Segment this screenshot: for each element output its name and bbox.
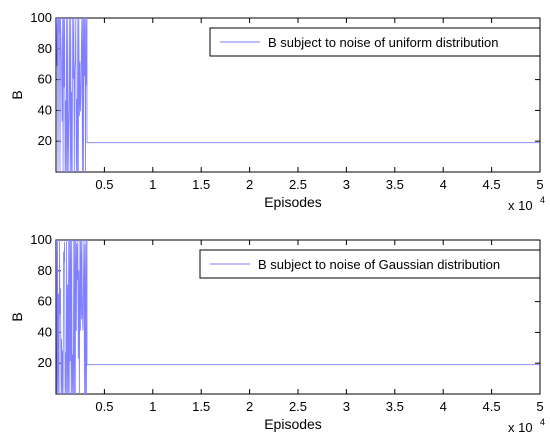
y-tick-label: 20: [38, 133, 52, 148]
x-tick-label: 3: [343, 177, 350, 192]
x-tick-label: 3: [343, 399, 350, 414]
x-tick-label: 1.5: [192, 177, 210, 192]
x-tick-label: 5: [536, 177, 543, 192]
x-tick-label: 3.5: [386, 177, 404, 192]
x-multiplier-exponent: 4: [540, 417, 545, 427]
x-tick-label: 1: [149, 177, 156, 192]
x-tick-label: 3.5: [386, 399, 404, 414]
x-tick-label: 2.5: [289, 177, 307, 192]
legend-box: [199, 249, 541, 279]
x-tick-label: 2: [246, 177, 253, 192]
legend: B subject to noise of uniform distributi…: [209, 27, 541, 57]
x-tick-label: 5: [536, 399, 543, 414]
y-tick-label: 80: [38, 263, 52, 278]
chart-panel-1: 0.5 1 1.5 2 2.5 3 3.5 4 4.5 5 20 40 60 80 100 Episodes B…: [9, 10, 545, 213]
y-tick-label: 40: [38, 324, 52, 339]
x-tick-label: 2.5: [289, 399, 307, 414]
y-tick-label: 100: [30, 232, 52, 247]
y-tick-label: 20: [38, 355, 52, 370]
chart-panel-2: 0.5 1 1.5 2 2.5 3 3.5 4 4.5 5 20 40 60 80 100 Episodes B…: [9, 232, 545, 435]
series-line: [56, 18, 540, 172]
x-tick-label: 4: [440, 177, 447, 192]
x-tick-label: 0.5: [95, 177, 113, 192]
x-tick-label: 2: [246, 399, 253, 414]
x-axis-label: Episodes: [264, 194, 322, 210]
y-tick-label: 60: [38, 72, 52, 87]
y-tick-label: 80: [38, 41, 52, 56]
x-axis-label: Episodes: [264, 416, 322, 432]
y-tick-label: 60: [38, 294, 52, 309]
legend: B subject to noise of Gaussian distribut…: [199, 249, 541, 279]
x-tick-label: 4: [440, 399, 447, 414]
legend-entry: B subject to noise of Gaussian distribut…: [258, 257, 500, 272]
legend-entry: B subject to noise of uniform distributi…: [268, 35, 499, 50]
x-tick-label: 4.5: [483, 399, 501, 414]
y-axis-label: B: [9, 312, 25, 321]
legend-box: [209, 27, 541, 57]
x-multiplier: x 10: [508, 198, 533, 213]
x-multiplier: x 10: [508, 420, 533, 435]
x-tick-label: 1.5: [192, 399, 210, 414]
x-multiplier-exponent: 4: [540, 195, 545, 205]
x-tick-label: 0.5: [95, 399, 113, 414]
x-tick-label: 4.5: [483, 177, 501, 192]
y-tick-label: 100: [30, 10, 52, 25]
series-line: [56, 240, 540, 394]
x-tick-label: 1: [149, 399, 156, 414]
y-tick-label: 40: [38, 102, 52, 117]
y-axis-label: B: [9, 90, 25, 99]
